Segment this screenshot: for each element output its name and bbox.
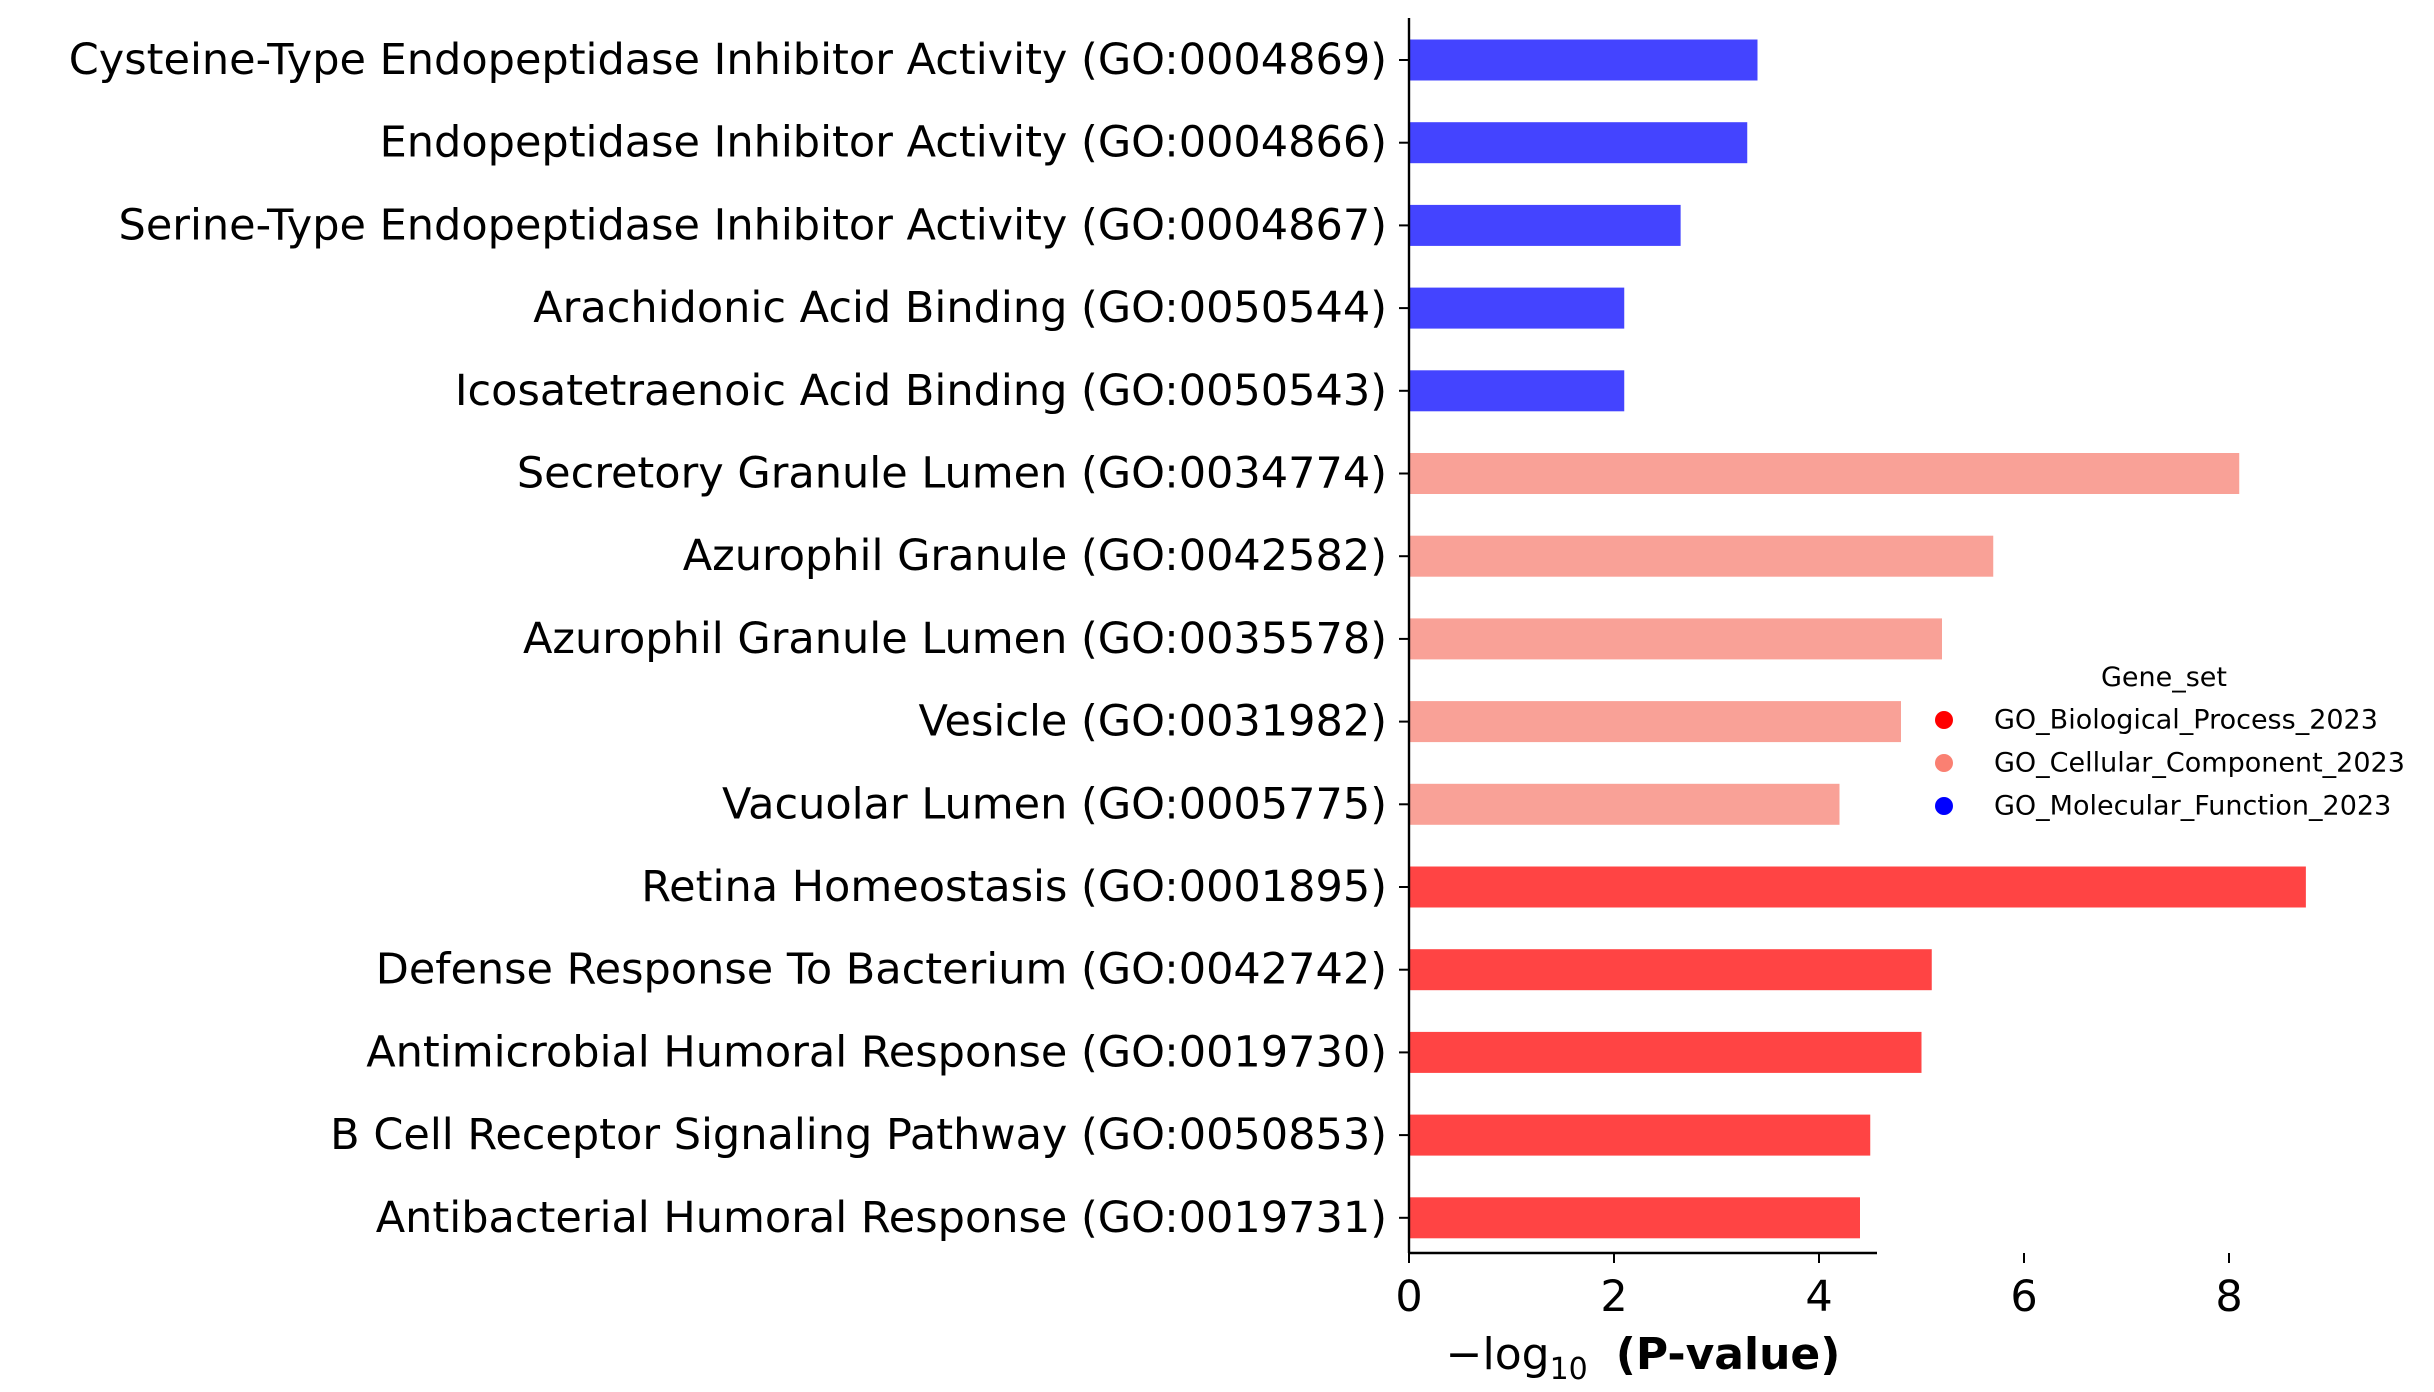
x-tick-label: 6 <box>2010 1272 2037 1322</box>
category-label: Serine-Type Endopeptidase Inhibitor Acti… <box>119 200 1387 250</box>
category-label: Vacuolar Lumen (GO:0005775) <box>722 779 1387 829</box>
bar <box>1409 1114 1871 1156</box>
bars-group <box>1409 39 2306 1239</box>
category-label: Secretory Granule Lumen (GO:0034774) <box>517 449 1387 499</box>
x-tick-label: 2 <box>1600 1272 1627 1322</box>
legend-label: GO_Cellular_Component_2023 <box>1994 748 2405 779</box>
bar <box>1409 1197 1860 1239</box>
category-label: Azurophil Granule (GO:0042582) <box>683 531 1387 581</box>
legend: Gene_set GO_Biological_Process_2023 GO_Ce… <box>1935 662 2405 822</box>
category-label: Icosatetraenoic Acid Binding (GO:0050543… <box>455 366 1387 416</box>
bar <box>1409 535 1994 577</box>
bar <box>1409 122 1748 164</box>
category-label: Antimicrobial Humoral Response (GO:00197… <box>366 1027 1387 1077</box>
category-label: Arachidonic Acid Binding (GO:0050544) <box>533 283 1387 333</box>
category-label: Azurophil Granule Lumen (GO:0035578) <box>523 614 1387 664</box>
bar <box>1409 783 1840 825</box>
x-tick-label: 4 <box>1805 1272 1832 1322</box>
x-ticks: 0 2 4 6 8 <box>1395 1253 2243 1322</box>
category-label: Cysteine-Type Endopeptidase Inhibitor Ac… <box>69 35 1387 85</box>
category-labels: Cysteine-Type Endopeptidase Inhibitor Ac… <box>69 35 1409 1243</box>
legend-label: GO_Biological_Process_2023 <box>1994 705 2378 736</box>
x-axis-title-prefix: −log <box>1446 1329 1550 1380</box>
category-label: B Cell Receptor Signaling Pathway (GO:00… <box>330 1110 1387 1160</box>
x-tick-label: 8 <box>2215 1272 2242 1322</box>
bar <box>1409 701 1901 743</box>
bar <box>1409 287 1625 329</box>
legend-marker <box>1935 754 1953 772</box>
x-tick-label: 0 <box>1395 1272 1422 1322</box>
bar <box>1409 949 1932 991</box>
bar <box>1409 453 2240 494</box>
category-label: Endopeptidase Inhibitor Activity (GO:000… <box>380 118 1387 168</box>
legend-marker <box>1935 711 1953 729</box>
bar <box>1409 39 1758 81</box>
bar <box>1409 204 1681 246</box>
category-label: Antibacterial Humoral Response (GO:00197… <box>376 1193 1387 1243</box>
axes <box>1407 18 1877 1255</box>
x-axis-title: −log10 (P-value) <box>1446 1329 1841 1387</box>
x-axis-title-bold: (P-value) <box>1616 1329 1841 1380</box>
bar <box>1409 866 2306 908</box>
bar <box>1409 370 1625 412</box>
legend-marker <box>1935 797 1953 815</box>
category-label: Retina Homeostasis (GO:0001895) <box>641 862 1387 912</box>
bar <box>1409 618 1942 660</box>
legend-title: Gene_set <box>2101 662 2227 693</box>
category-label: Vesicle (GO:0031982) <box>918 697 1387 747</box>
bar <box>1409 1031 1922 1073</box>
legend-label: GO_Molecular_Function_2023 <box>1994 791 2391 822</box>
x-axis-title-subscript: 10 <box>1550 1352 1588 1387</box>
category-label: Defense Response To Bacterium (GO:004274… <box>376 945 1387 995</box>
